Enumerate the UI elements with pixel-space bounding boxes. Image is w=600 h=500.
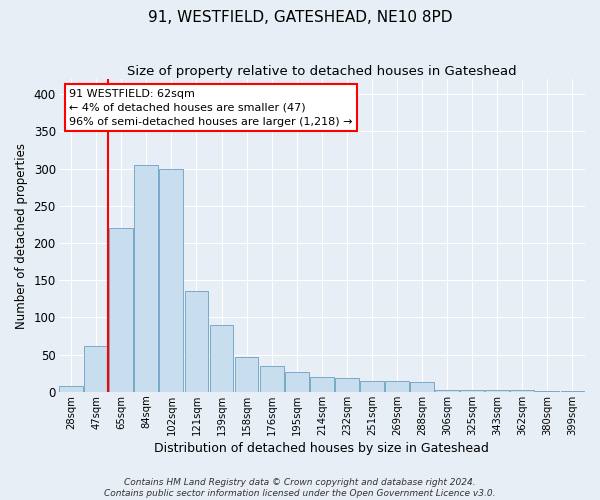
Bar	[460, 390, 484, 392]
Bar	[285, 372, 308, 392]
Bar	[209, 325, 233, 392]
Bar	[560, 391, 584, 392]
Bar	[385, 382, 409, 392]
Title: Size of property relative to detached houses in Gateshead: Size of property relative to detached ho…	[127, 65, 517, 78]
Bar	[235, 357, 259, 392]
Bar	[511, 390, 534, 392]
Bar	[435, 390, 459, 392]
Bar	[310, 377, 334, 392]
Bar	[335, 378, 359, 392]
Bar	[485, 390, 509, 392]
Y-axis label: Number of detached properties: Number of detached properties	[15, 142, 28, 328]
Bar	[185, 292, 208, 392]
Text: 91 WESTFIELD: 62sqm
← 4% of detached houses are smaller (47)
96% of semi-detache: 91 WESTFIELD: 62sqm ← 4% of detached hou…	[69, 88, 353, 126]
Bar	[109, 228, 133, 392]
Bar	[134, 165, 158, 392]
Bar	[360, 380, 384, 392]
Bar	[535, 391, 559, 392]
Text: 91, WESTFIELD, GATESHEAD, NE10 8PD: 91, WESTFIELD, GATESHEAD, NE10 8PD	[148, 10, 452, 25]
Bar	[410, 382, 434, 392]
X-axis label: Distribution of detached houses by size in Gateshead: Distribution of detached houses by size …	[154, 442, 489, 455]
Bar	[260, 366, 284, 392]
Bar	[84, 346, 108, 392]
Bar	[59, 386, 83, 392]
Bar	[160, 168, 183, 392]
Text: Contains HM Land Registry data © Crown copyright and database right 2024.
Contai: Contains HM Land Registry data © Crown c…	[104, 478, 496, 498]
